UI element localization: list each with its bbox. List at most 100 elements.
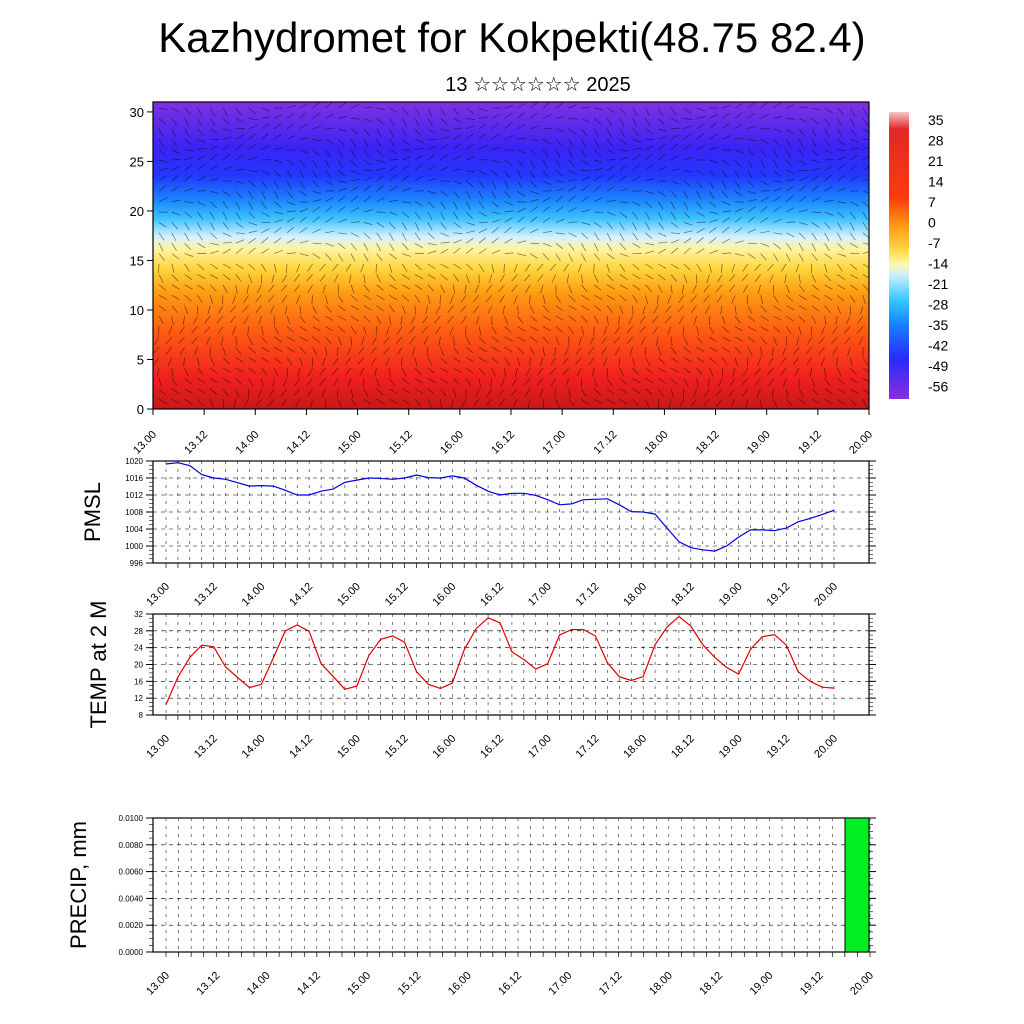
wind-barb xyxy=(389,222,396,230)
x-tick-label: 14.00 xyxy=(233,429,261,457)
wind-barb xyxy=(222,263,232,269)
wind-barb xyxy=(703,294,710,303)
wind-barb xyxy=(591,367,595,377)
y-tick-label: 1008 xyxy=(125,508,143,517)
wind-barb xyxy=(273,367,279,377)
wind-barb xyxy=(786,179,796,182)
wind-barb xyxy=(645,154,653,161)
wind-barb xyxy=(171,199,181,202)
wind-barb xyxy=(222,201,229,210)
wind-barb xyxy=(361,336,365,346)
wind-barb xyxy=(243,295,249,303)
wind-barb xyxy=(427,190,437,194)
wind-barb xyxy=(389,263,393,273)
wind-barb xyxy=(721,263,723,273)
wind-barb xyxy=(427,232,435,240)
wind-barb xyxy=(594,222,602,228)
wind-barb xyxy=(272,378,275,388)
wind-barb xyxy=(542,197,552,202)
wind-barb xyxy=(337,149,343,158)
wind-barb xyxy=(670,118,680,123)
wind-barb xyxy=(345,263,352,272)
wind-barb xyxy=(555,149,561,158)
wind-barb xyxy=(568,186,577,192)
wind-barb xyxy=(729,378,736,386)
wind-barb xyxy=(197,295,203,303)
wind-barb xyxy=(542,149,549,158)
wind-barb xyxy=(593,326,595,336)
wind-barb xyxy=(333,357,339,366)
wind-barb xyxy=(780,357,787,365)
wind-barb xyxy=(453,247,461,254)
wind-barb xyxy=(645,164,653,171)
wind-barb xyxy=(773,159,779,168)
x-tick-label: 16.00 xyxy=(430,733,458,761)
wind-barb xyxy=(645,201,653,209)
wind-barb xyxy=(243,410,249,417)
wind-barb xyxy=(286,190,294,199)
wind-barb xyxy=(299,357,303,367)
wind-barb xyxy=(286,180,292,189)
wind-barb xyxy=(171,367,173,377)
wind-barb xyxy=(562,367,569,376)
wind-barb xyxy=(312,125,322,130)
wind-barb xyxy=(696,201,703,210)
wind-barb xyxy=(696,346,705,353)
wind-barb xyxy=(401,128,408,137)
wind-barb xyxy=(427,201,435,209)
wind-barb xyxy=(312,180,320,188)
wind-barb xyxy=(261,180,268,189)
wind-barb xyxy=(475,388,480,398)
wind-barb xyxy=(703,284,710,293)
wind-barb xyxy=(747,216,755,223)
wind-barb xyxy=(490,378,493,388)
wind-barb xyxy=(542,295,546,305)
wind-barb xyxy=(517,180,523,189)
wind-barb xyxy=(235,357,244,363)
wind-barb xyxy=(286,238,295,244)
wind-barb xyxy=(337,170,346,177)
wind-barb xyxy=(171,174,179,182)
wind-barb xyxy=(491,133,500,140)
wind-barb xyxy=(222,144,231,150)
wind-barb xyxy=(734,336,743,342)
wind-barb xyxy=(325,305,332,313)
wind-barb xyxy=(363,315,371,323)
wind-barb xyxy=(204,326,211,334)
wind-barb xyxy=(414,378,423,384)
wind-barb xyxy=(837,232,842,241)
wind-barb xyxy=(798,232,806,240)
wind-barb xyxy=(286,217,295,223)
wind-barb xyxy=(440,118,448,125)
y-tick-label: 30 xyxy=(130,105,144,120)
wind-barb xyxy=(542,242,552,247)
wind-barb xyxy=(798,274,801,284)
wind-barb xyxy=(773,242,781,250)
wind-barb xyxy=(376,232,382,241)
wind-barb xyxy=(504,252,514,254)
wind-barb xyxy=(677,305,685,313)
wind-barb xyxy=(209,154,218,161)
wind-barb xyxy=(500,378,505,387)
wind-barb xyxy=(222,347,227,356)
wind-barb xyxy=(165,336,173,345)
wind-barb xyxy=(798,315,806,323)
colorbar-label: 0 xyxy=(928,215,936,231)
wind-barb xyxy=(440,357,448,365)
wind-barb xyxy=(363,398,372,405)
wind-barb xyxy=(474,284,480,294)
wind-barb xyxy=(158,315,164,325)
wind-barb xyxy=(158,118,167,125)
wind-barb xyxy=(568,221,578,223)
wind-barb xyxy=(681,284,685,294)
wind-barb xyxy=(722,210,732,213)
wind-barb xyxy=(451,399,454,409)
wind-barb xyxy=(606,253,615,260)
wind-barb xyxy=(593,118,602,125)
wind-barb xyxy=(844,336,851,345)
x-tick-label: 18.00 xyxy=(643,429,671,457)
wind-barb xyxy=(645,295,649,304)
wind-barb xyxy=(235,263,244,270)
wind-barb xyxy=(261,116,271,119)
wind-barb xyxy=(588,357,595,366)
